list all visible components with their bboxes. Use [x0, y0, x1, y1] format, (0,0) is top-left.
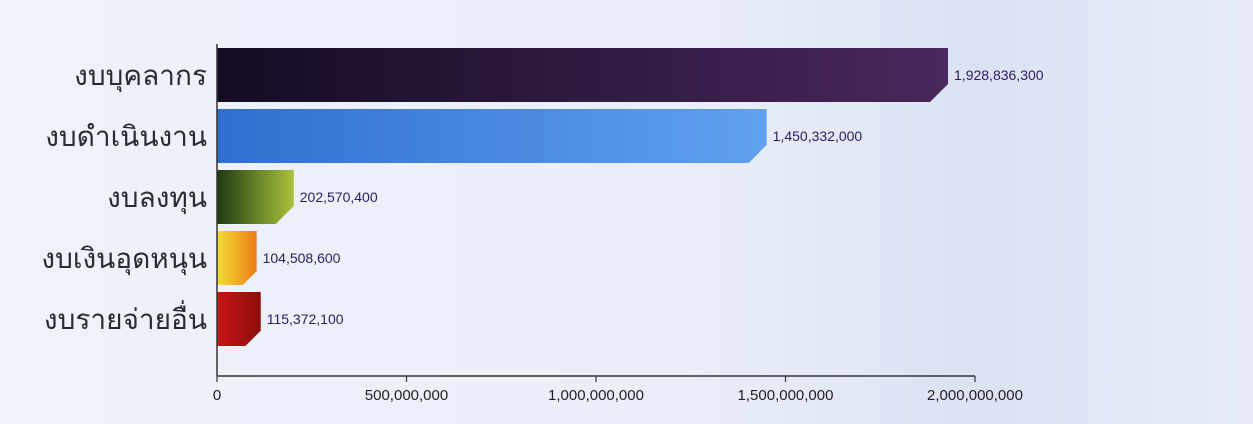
x-tick-label-5: 2,000,000,000: [927, 387, 1023, 404]
category-label-2: งบดำเนินงาน: [45, 120, 207, 153]
bar-2: [217, 109, 767, 163]
category-label-4: งบเงินอุดหนุน: [41, 242, 207, 276]
category-label-3: งบลงทุน: [107, 181, 207, 215]
bar-3: [217, 170, 294, 224]
bar-5: [217, 292, 261, 346]
bar-1: [217, 48, 949, 102]
bars-layer: [217, 48, 949, 346]
x-tick-label-4: 1,500,000,000: [738, 387, 834, 404]
x-tick-label-2: 500,000,000: [365, 387, 448, 404]
value-label-4: 104,508,600: [263, 250, 341, 266]
value-label-3: 202,570,400: [300, 189, 378, 205]
category-label-5: งบรายจ่ายอื่น: [44, 300, 207, 336]
value-label-1: 1,928,836,300: [954, 67, 1044, 83]
value-label-5: 115,372,100: [267, 311, 344, 327]
bar-4: [217, 231, 257, 285]
labels-layer: งบบุคลากร 1,928,836,300 งบดำเนินงาน 1,450,3…: [41, 59, 1043, 404]
x-tick-label-3: 1,000,000,000: [548, 387, 644, 404]
value-label-2: 1,450,332,000: [773, 128, 863, 144]
x-tick-label-1: 0: [213, 387, 221, 404]
category-label-1: งบบุคลากร: [74, 59, 207, 93]
